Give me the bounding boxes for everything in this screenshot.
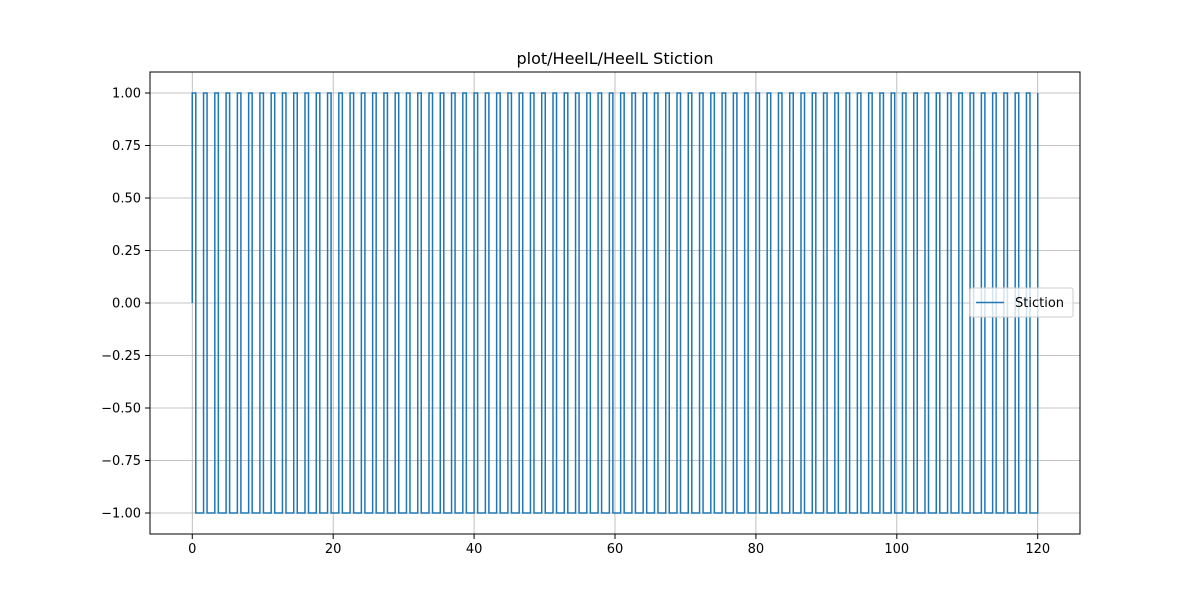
y-tick-label: 0.75 <box>112 139 141 154</box>
legend: Stiction <box>969 287 1074 318</box>
legend-box <box>969 287 1074 318</box>
x-tick-label: 20 <box>325 542 342 557</box>
y-axis: −1.00 −0.75 −0.50 −0.25 0.00 0.25 0.50 0.75 1.00 <box>101 87 150 522</box>
y-tick-label: 1.00 <box>112 87 141 102</box>
legend-label: Stiction <box>1015 296 1064 311</box>
x-axis: 0 20 40 60 80 100 120 <box>188 534 1050 557</box>
y-tick-label: 0.00 <box>112 297 141 312</box>
series-line-stiction <box>191 92 1039 514</box>
y-tick-label: 0.25 <box>112 244 141 259</box>
x-tick-label: 0 <box>188 542 196 557</box>
y-tick-label: 0.50 <box>112 192 141 207</box>
x-tick-label: 100 <box>884 542 909 557</box>
y-tick-label: −0.25 <box>101 349 141 364</box>
y-tick-label: −0.50 <box>101 402 141 417</box>
chart-title: plot/HeelL/HeelL Stiction <box>516 49 713 68</box>
x-tick-label: 60 <box>607 542 624 557</box>
series-layer <box>191 92 1039 514</box>
y-tick-label: −1.00 <box>101 507 141 522</box>
x-tick-label: 120 <box>1025 542 1050 557</box>
y-tick-label: −0.75 <box>101 454 141 469</box>
x-tick-label: 80 <box>748 542 765 557</box>
x-tick-label: 40 <box>466 542 483 557</box>
